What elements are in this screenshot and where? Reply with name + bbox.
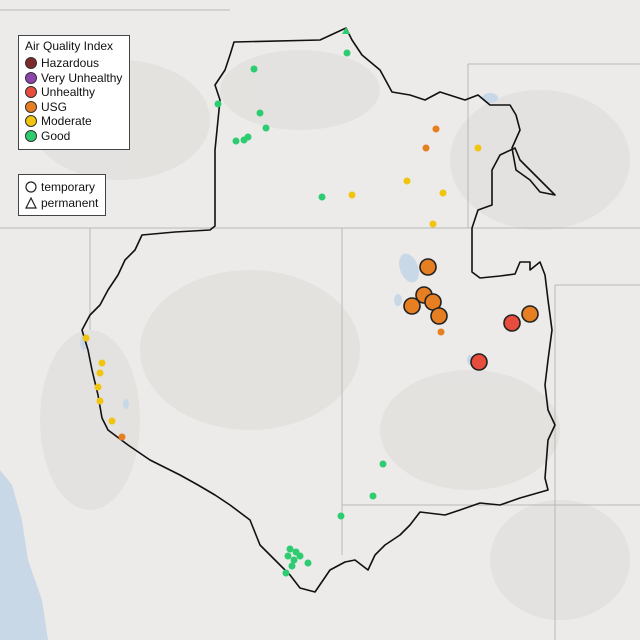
legend-item-label: Good bbox=[41, 128, 71, 143]
monitor-marker-good[interactable] bbox=[290, 556, 298, 564]
monitor-marker-good[interactable] bbox=[256, 109, 264, 117]
unhealthy-swatch-icon bbox=[25, 86, 37, 99]
terrain-shading bbox=[30, 50, 630, 620]
ocean bbox=[0, 470, 48, 640]
good-swatch-icon bbox=[25, 129, 37, 142]
monitor-marker-good[interactable] bbox=[286, 545, 294, 553]
monitor-marker-moderate[interactable] bbox=[348, 191, 356, 199]
monitor-marker-good[interactable] bbox=[379, 460, 387, 468]
monitor-marker-good[interactable] bbox=[214, 100, 222, 108]
legend-item-very-unhealthy: Very Unhealthy bbox=[25, 71, 123, 86]
monitor-marker-good[interactable] bbox=[282, 569, 290, 577]
monitor-marker-usg[interactable] bbox=[419, 258, 437, 276]
monitor-marker-good[interactable] bbox=[296, 552, 304, 560]
legend-item-label: Moderate bbox=[41, 114, 92, 129]
monitor-marker-usg[interactable] bbox=[521, 305, 539, 323]
legend-item-label: temporary bbox=[41, 180, 96, 194]
legend-item-permanent: permanent bbox=[25, 195, 99, 211]
monitor-marker-moderate[interactable] bbox=[96, 369, 104, 377]
triangle-icon bbox=[25, 197, 37, 209]
legend-item-temporary: temporary bbox=[25, 179, 99, 195]
monitor-marker-moderate[interactable] bbox=[439, 189, 447, 197]
region-boundary bbox=[81, 27, 556, 593]
monitor-marker-good[interactable] bbox=[262, 124, 270, 132]
monitor-marker-usg[interactable] bbox=[432, 125, 440, 133]
hazardous-swatch-icon bbox=[25, 57, 37, 70]
monitor-marker-good[interactable] bbox=[318, 193, 326, 201]
monitor-marker-moderate[interactable] bbox=[108, 417, 116, 425]
legend-item-label: USG bbox=[41, 99, 68, 114]
circle-icon bbox=[25, 181, 37, 193]
monitor-marker-moderate[interactable] bbox=[98, 359, 106, 367]
monitor-marker-usg[interactable] bbox=[422, 144, 430, 152]
monitor-marker-good[interactable] bbox=[343, 49, 351, 57]
monitor-marker-good[interactable] bbox=[250, 65, 258, 73]
monitor-marker-usg[interactable] bbox=[430, 307, 448, 325]
legend-item-hazardous: Hazardous bbox=[25, 56, 123, 71]
monitor-marker-unhealthy[interactable] bbox=[503, 314, 521, 332]
monitor-marker-moderate[interactable] bbox=[429, 220, 437, 228]
monitor-marker-good[interactable] bbox=[288, 562, 296, 570]
monitor-type-legend: temporary permanent bbox=[18, 174, 106, 216]
monitor-marker-moderate[interactable] bbox=[96, 397, 104, 405]
legend-item-label: permanent bbox=[41, 196, 99, 210]
monitor-marker-good[interactable] bbox=[232, 137, 240, 145]
monitor-marker-moderate[interactable] bbox=[94, 383, 102, 391]
monitor-marker-good[interactable] bbox=[337, 512, 345, 520]
monitor-marker-usg[interactable] bbox=[118, 433, 126, 441]
state-lines bbox=[0, 9, 640, 640]
monitor-marker-good[interactable] bbox=[342, 27, 350, 34]
monitor-marker-moderate[interactable] bbox=[82, 334, 90, 342]
monitor-marker-usg[interactable] bbox=[437, 328, 445, 336]
moderate-swatch-icon bbox=[25, 115, 37, 128]
monitor-marker-good[interactable] bbox=[284, 552, 292, 560]
legend-item-unhealthy: Unhealthy bbox=[25, 85, 123, 100]
monitor-marker-unhealthy[interactable] bbox=[470, 353, 488, 371]
legend-item-good: Good bbox=[25, 129, 123, 144]
monitor-marker-good[interactable] bbox=[369, 492, 377, 500]
monitor-marker-usg[interactable] bbox=[403, 297, 421, 315]
legend-title: Air Quality Index bbox=[25, 39, 114, 53]
monitor-marker-good[interactable] bbox=[244, 133, 252, 141]
legend-item-label: Hazardous bbox=[41, 56, 100, 71]
aqi-monitor-markers bbox=[82, 27, 539, 577]
monitor-marker-moderate[interactable] bbox=[403, 177, 411, 185]
legend-item-label: Very Unhealthy bbox=[41, 70, 123, 85]
legend-item-usg: USG bbox=[25, 100, 123, 115]
aqi-legend: Air Quality Index Hazardous Very Unhealt… bbox=[18, 35, 130, 150]
usg-swatch-icon bbox=[25, 100, 37, 113]
monitor-marker-good[interactable] bbox=[304, 559, 312, 567]
legend-item-label: Unhealthy bbox=[41, 85, 96, 100]
monitor-marker-moderate[interactable] bbox=[474, 144, 482, 152]
legend-item-moderate: Moderate bbox=[25, 114, 123, 129]
very-unhealthy-swatch-icon bbox=[25, 71, 37, 84]
